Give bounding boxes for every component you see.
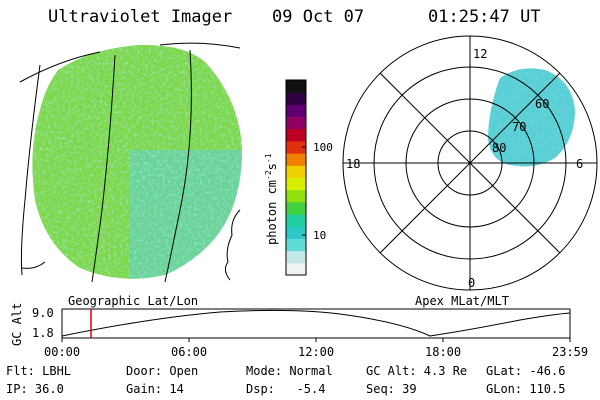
date-label: 09 Oct 07	[272, 7, 365, 27]
colorbar-segment	[286, 80, 306, 93]
mlt-label-18: 18	[346, 157, 361, 171]
colorbar-segment	[286, 201, 306, 215]
altitude-plot	[61, 308, 571, 342]
info-gain: Gain: 14	[126, 382, 184, 396]
instrument-title: Ultraviolet Imager	[48, 7, 233, 27]
lat-label-80: 80	[492, 141, 507, 155]
info-glon: GLon: 110.5	[486, 382, 566, 396]
info-dsp: Dsp: -5.4	[246, 382, 326, 396]
info-gc-alt: GC Alt: 4.3 Re	[366, 364, 468, 378]
altitude-tick-high: 9.0	[32, 306, 54, 320]
geo-caption: Geographic Lat/Lon	[68, 294, 199, 308]
colorbar-segment	[286, 92, 306, 105]
altitude-axis-label: GC Alt	[10, 302, 24, 346]
mlt-label-12: 12	[473, 47, 488, 61]
colorbar-segment	[286, 104, 306, 118]
time-label: 01:25:47 UT	[428, 7, 541, 27]
lat-label-60: 60	[535, 97, 550, 111]
colorbar-segment	[286, 214, 306, 227]
colorbar-segment	[286, 177, 306, 191]
polar-plot	[342, 35, 598, 291]
colorbar-unit-label: photon cm-2s-1	[264, 153, 279, 245]
colorbar-segment	[286, 189, 306, 203]
time-tick-2359: 23:59	[552, 345, 589, 359]
info-seq: Seq: 39	[366, 382, 417, 396]
colorbar-segment	[286, 262, 306, 276]
info-filter: Flt: LBHL	[6, 364, 72, 378]
info-mode: Mode: Normal	[246, 364, 333, 378]
colorbar-segment	[286, 153, 306, 166]
info-glat: GLat: -46.6	[486, 364, 566, 378]
altitude-tick-low: 1.8	[32, 326, 54, 340]
mlt-label-6: 6	[576, 157, 584, 171]
lat-label-70: 70	[512, 120, 527, 134]
time-tick-0000: 00:00	[44, 345, 81, 359]
colorbar-segment	[286, 165, 306, 178]
colorbar-tick-100: 100	[313, 141, 333, 154]
mlt-label-0: 0	[468, 276, 476, 290]
info-door: Door: Open	[126, 364, 199, 378]
colorbar-segment	[286, 226, 306, 239]
geo-graticule	[19, 42, 241, 283]
time-tick-1800: 18:00	[425, 345, 462, 359]
info-ip: IP: 36.0	[6, 382, 64, 396]
colorbar-segment	[286, 238, 306, 252]
colorbar-segment	[286, 140, 306, 154]
colorbar-segment	[286, 250, 306, 264]
colorbar-segment	[286, 128, 306, 142]
colorbar-segment	[286, 116, 306, 130]
geographic-image	[19, 42, 242, 283]
polar-caption: Apex MLat/MLT	[415, 294, 509, 308]
colorbar	[285, 79, 307, 276]
colorbar-tick-10: 10	[313, 229, 327, 242]
time-tick-1200: 12:00	[298, 345, 335, 359]
time-tick-0600: 06:00	[171, 345, 208, 359]
